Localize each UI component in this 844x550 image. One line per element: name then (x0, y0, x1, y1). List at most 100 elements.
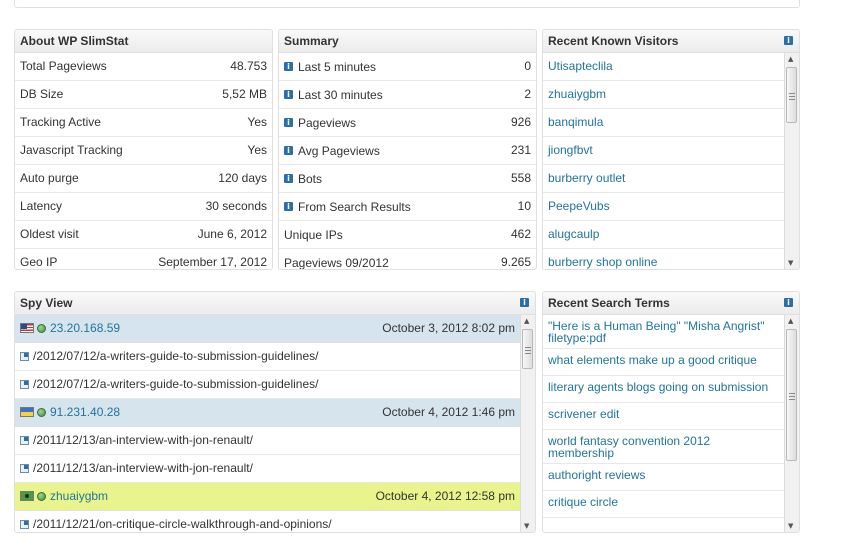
info-icon[interactable]: i (284, 90, 293, 99)
about-panel: About WP SlimStat Total Pageviews 48.753 D… (14, 29, 273, 270)
visitor-link[interactable]: burberry shop online (548, 255, 658, 269)
stat-label: Oldest visit (20, 227, 79, 241)
summary-label: Unique IPs (284, 227, 343, 242)
summary-label-group: i Last 30 minutes (284, 81, 383, 108)
visitor-link[interactable]: burberry outlet (548, 171, 626, 185)
stat-label: Javascript Tracking (20, 143, 123, 157)
info-icon[interactable]: i (284, 174, 293, 183)
external-link-icon[interactable] (20, 520, 29, 529)
list-item: authoright reviews (543, 464, 784, 491)
search-term-link[interactable]: scrivener edit (548, 407, 620, 421)
visitor-link[interactable]: alugcaulp (548, 227, 600, 241)
summary-value: 0 (524, 59, 531, 73)
info-icon[interactable]: i (784, 36, 793, 45)
list-item: Utisapteclila (543, 53, 784, 81)
summary-value: 231 (510, 143, 531, 157)
summary-value: 2 (524, 87, 531, 101)
recent-visitors-title: Recent Known Visitors (548, 34, 679, 48)
stat-label: Latency (20, 199, 63, 213)
search-term-link[interactable]: world fantasy convention 2012 membership (548, 434, 711, 460)
scrollbar-thumb[interactable] (522, 329, 533, 369)
stat-label: Auto purge (20, 171, 79, 185)
stat-value: 48.753 (230, 59, 267, 73)
spy-pageview-row: /2011/12/13/an-interview-with-jon-renaul… (15, 427, 520, 455)
visitor-ip-link[interactable]: zhuaiygbm (50, 489, 109, 503)
stat-row: Oldest visit June 6, 2012 (15, 221, 272, 249)
list-item: zhuaiygbm (543, 81, 784, 109)
spy-visitor: 23.20.168.59 (20, 315, 120, 342)
visitor-ip-link[interactable]: 23.20.168.59 (50, 321, 121, 335)
stat-row: Geo IP September 17, 2012 (15, 249, 272, 269)
visitor-link[interactable]: Utisapteclila (548, 59, 613, 73)
page-path: /2012/07/12/a-writers-guide-to-submissio… (33, 349, 319, 363)
stat-label: Total Pageviews (20, 59, 107, 73)
search-term-link[interactable]: what elements make up a good critique (548, 353, 757, 367)
summary-label: From Search Results (298, 199, 411, 214)
summary-row: Unique IPs 462 (279, 221, 536, 249)
summary-row: Pageviews 09/2012 9.265 (279, 249, 536, 270)
spy-pageview-row: /2011/12/13/an-interview-with-jon-renaul… (15, 455, 520, 483)
summary-value: 10 (517, 199, 531, 213)
visitor-link[interactable]: zhuaiygbm (548, 87, 607, 101)
summary-label-group: i Pageviews (284, 109, 356, 136)
info-icon[interactable]: i (520, 298, 529, 307)
summary-label: Bots (298, 171, 323, 186)
stat-value: Yes (247, 115, 267, 129)
spy-visitor: zhuaiygbm (20, 483, 108, 510)
external-link-icon[interactable] (20, 436, 29, 445)
spy-visit-header: zhuaiygbm October 4, 2012 12:58 pm (15, 483, 520, 511)
stat-label: Tracking Active (20, 115, 101, 129)
info-icon[interactable]: i (284, 202, 293, 211)
scroll-down-arrow-icon[interactable]: ▼ (788, 259, 794, 267)
spy-visit-header: 23.20.168.59 October 3, 2012 8:02 pm (15, 315, 520, 343)
list-item: PeepeVubs (543, 193, 784, 221)
info-icon[interactable]: i (284, 146, 293, 155)
stat-row: Latency 30 seconds (15, 193, 272, 221)
visitor-link[interactable]: banqimula (548, 115, 604, 129)
summary-panel: Summary i Last 5 minutes 0 i Last 30 minutes… (278, 29, 537, 270)
summary-row: i From Search Results 10 (279, 193, 536, 221)
summary-label-group: i Avg Pageviews (284, 137, 380, 164)
external-link-icon[interactable] (20, 352, 29, 361)
info-icon[interactable]: i (284, 118, 293, 127)
summary-label-group: i Last 5 minutes (284, 53, 376, 80)
scroll-up-arrow-icon[interactable]: ▲ (788, 55, 794, 63)
search-term-link[interactable]: authoright reviews (548, 468, 646, 482)
summary-row: i Last 5 minutes 0 (279, 53, 536, 81)
visitor-ip-link[interactable]: 91.231.40.28 (50, 405, 121, 419)
summary-row: i Pageviews 926 (279, 109, 536, 137)
visitor-link[interactable]: jiongfbvt (548, 143, 593, 157)
summary-label-group: Pageviews 09/2012 (284, 249, 389, 270)
list-item: alugcaulp (543, 221, 784, 249)
search-terms-scrollbar[interactable]: ▲ ▼ (784, 315, 799, 532)
scrollbar-thumb[interactable] (786, 329, 797, 461)
scroll-down-arrow-icon[interactable]: ▼ (524, 522, 530, 530)
search-term-link[interactable]: critique circle (548, 495, 619, 509)
list-item: world fantasy convention 2012 membership (543, 430, 784, 464)
scroll-up-arrow-icon[interactable]: ▲ (524, 317, 530, 325)
stat-value: 120 days (218, 171, 267, 185)
page-path: /2011/12/21/on-critique-circle-walkthrou… (33, 517, 332, 531)
summary-value: 926 (510, 115, 531, 129)
summary-label: Last 5 minutes (298, 59, 377, 74)
recent-visitors-header: Recent Known Visitors i (543, 30, 799, 53)
scroll-down-arrow-icon[interactable]: ▼ (788, 522, 794, 530)
scrollbar-thumb[interactable] (786, 67, 797, 123)
about-panel-title: About WP SlimStat (15, 30, 272, 53)
info-icon[interactable]: i (784, 298, 793, 307)
recent-search-terms-header: Recent Search Terms i (543, 292, 799, 315)
search-term-link[interactable]: "Here is a Human Being" "Misha Angrist" … (548, 319, 765, 345)
visitor-link[interactable]: PeepeVubs (548, 199, 610, 213)
scroll-up-arrow-icon[interactable]: ▲ (788, 317, 794, 325)
spy-pageview-row: /2012/07/12/a-writers-guide-to-submissio… (15, 343, 520, 371)
search-term-link[interactable]: literary agents blogs going on submissio… (548, 380, 769, 394)
visitors-scrollbar[interactable]: ▲ ▼ (784, 53, 799, 269)
list-item: critique circle (543, 491, 784, 518)
info-icon[interactable]: i (284, 62, 293, 71)
external-link-icon[interactable] (20, 380, 29, 389)
recent-visitors-panel: Recent Known Visitors i Utisapteclila zhu… (542, 29, 800, 270)
spy-visitor: 91.231.40.28 (20, 399, 120, 426)
spy-scrollbar[interactable]: ▲ ▼ (520, 315, 535, 532)
spy-pageview-row: /2011/12/21/on-critique-circle-walkthrou… (15, 511, 520, 532)
external-link-icon[interactable] (20, 464, 29, 473)
